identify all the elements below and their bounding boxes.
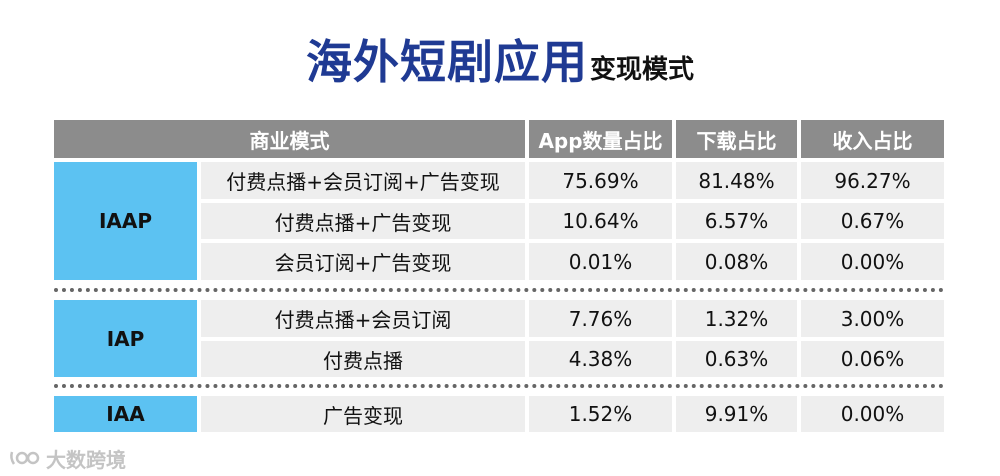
download-share-value: 0.63% (676, 341, 797, 377)
header-revenue-share: 收入占比 (801, 120, 944, 158)
header-app-share: App数量占比 (529, 120, 672, 158)
app-share-value: 4.38% (529, 341, 672, 377)
watermark-text: 大数跨境 (46, 447, 126, 472)
app-share-value: 10.64% (529, 203, 672, 239)
row-label: 付费点播 (201, 341, 525, 377)
group-divider (54, 288, 944, 292)
row-label: 付费点播+会员订阅+广告变现 (201, 162, 525, 199)
watermark: 大数跨境 (8, 444, 126, 472)
group-divider (54, 384, 944, 388)
page-title: 海外短剧应用变现模式 (0, 26, 1000, 92)
revenue-share-value: 96.27% (801, 162, 944, 199)
header-model: 商业模式 (54, 120, 525, 158)
download-share-value: 1.32% (676, 300, 797, 337)
revenue-share-value: 0.06% (801, 341, 944, 377)
revenue-share-value: 0.67% (801, 203, 944, 239)
app-share-value: 0.01% (529, 243, 672, 280)
revenue-share-value: 3.00% (801, 300, 944, 337)
download-share-value: 6.57% (676, 203, 797, 239)
download-share-value: 9.91% (676, 396, 797, 432)
brand-logo-icon (8, 446, 42, 470)
row-label: 广告变现 (201, 396, 525, 432)
revenue-share-value: 0.00% (801, 396, 944, 432)
title-main: 海外短剧应用 (305, 35, 588, 89)
title-sub: 变现模式 (589, 55, 694, 85)
app-share-value: 75.69% (529, 162, 672, 199)
row-label: 会员订阅+广告变现 (201, 243, 525, 280)
monetization-table: 商业模式 App数量占比 下载占比 收入占比 IAAP 付费点播+会员订阅+广告… (54, 120, 944, 432)
app-share-value: 7.76% (529, 300, 672, 337)
model-iaap: IAAP (54, 162, 197, 280)
model-iap: IAP (54, 300, 197, 377)
revenue-share-value: 0.00% (801, 243, 944, 280)
download-share-value: 81.48% (676, 162, 797, 199)
row-label: 付费点播+会员订阅 (201, 300, 525, 337)
download-share-value: 0.08% (676, 243, 797, 280)
row-label: 付费点播+广告变现 (201, 203, 525, 239)
model-iaa: IAA (54, 396, 197, 432)
app-share-value: 1.52% (529, 396, 672, 432)
header-download-share: 下载占比 (676, 120, 797, 158)
